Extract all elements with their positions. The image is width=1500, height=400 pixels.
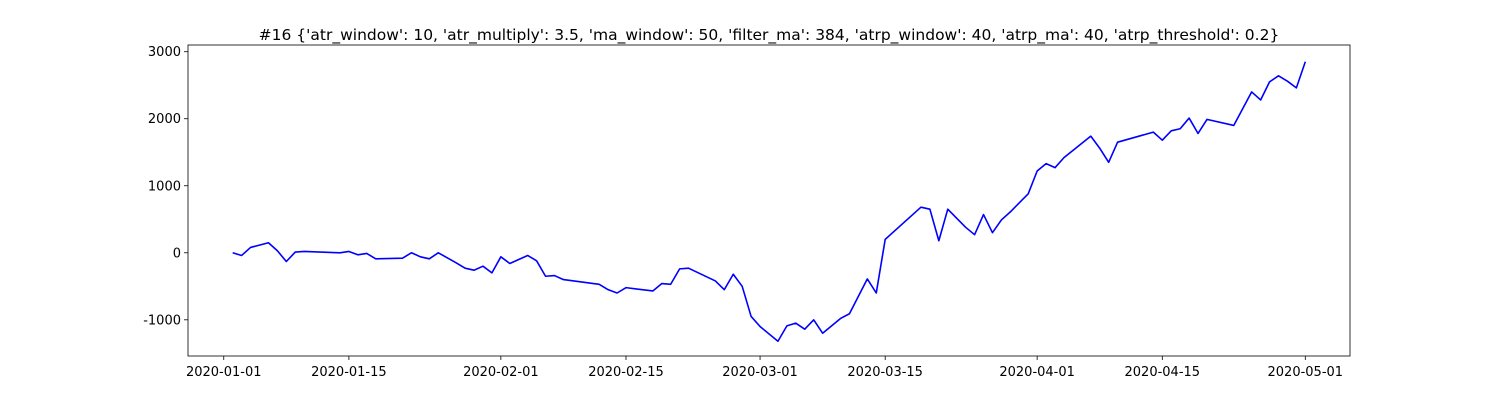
x-tick-label: 2020-04-01 <box>999 365 1075 380</box>
x-tick-label: 2020-04-15 <box>1125 365 1201 380</box>
y-tick-label: 2000 <box>148 112 181 127</box>
y-tick-label: 1000 <box>148 179 181 194</box>
x-tick-label: 2020-01-01 <box>186 365 262 380</box>
plot-frame <box>187 44 1351 357</box>
x-tick-label: 2020-05-01 <box>1268 365 1344 380</box>
data-line <box>232 61 1307 343</box>
y-tick-label: 0 <box>173 246 181 261</box>
x-tick-label: 2020-03-01 <box>722 365 798 380</box>
chart-title: #16 {'atr_window': 10, 'atr_multiply': 3… <box>259 26 1280 45</box>
x-tick-label: 2020-02-15 <box>588 365 664 380</box>
x-tick-label: 2020-02-01 <box>463 365 539 380</box>
x-tick-label: 2020-01-15 <box>311 365 387 380</box>
y-tick-label: -1000 <box>143 313 181 328</box>
x-tick-label: 2020-03-15 <box>847 365 923 380</box>
y-tick-label: 3000 <box>148 45 181 60</box>
